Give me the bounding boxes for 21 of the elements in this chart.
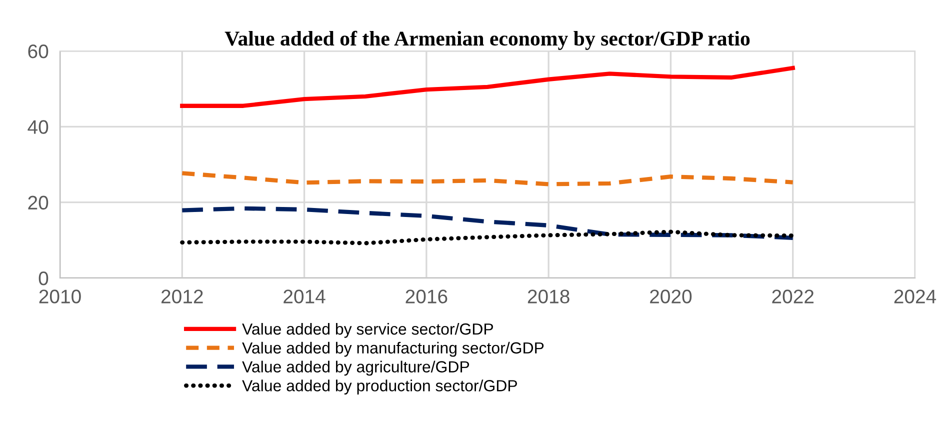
line-series [180,171,795,186]
chart-title: Value added of the Armenian economy by sector/GDP ratio [224,30,750,50]
x-tick-label: 2010 [39,290,81,304]
x-tick-label: 2024 [894,290,936,304]
x-tick-label: 2012 [161,290,203,304]
y-tick-label: 40 [28,120,48,134]
x-tick-label: 2016 [406,290,448,304]
legend-label: Value added by production sector/GDP [242,380,517,395]
x-tick-label: 2018 [528,290,570,304]
x-tick-label: 2022 [772,290,814,304]
y-tick-label: 0 [38,271,48,286]
x-tick-label: 2014 [284,290,326,304]
y-tick-label: 60 [28,44,48,58]
line-series [180,206,795,240]
legend-label: Value added by service sector/GDP [242,322,493,338]
line-series [180,230,795,246]
legend-label: Value added by manufacturing sector/GDP [242,342,544,357]
x-tick-label: 2020 [650,290,692,304]
line-series [180,66,795,108]
legend-label: Value added by agriculture/GDP [242,360,470,376]
y-tick-label: 20 [28,196,48,210]
